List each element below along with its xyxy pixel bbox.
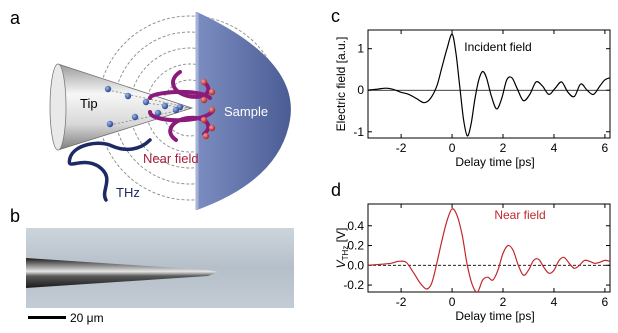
tip-charges — [104, 85, 184, 128]
scale-bar — [28, 316, 66, 319]
panel-a: a — [10, 8, 291, 210]
near-field-label: Near field — [143, 151, 199, 166]
series-line — [368, 208, 610, 292]
y-tick-label: 0.2 — [347, 239, 364, 253]
panel-letter-a: a — [10, 8, 21, 28]
x-tick-label: -2 — [396, 141, 407, 155]
sample-charges — [200, 78, 216, 140]
x-tick-label: 4 — [551, 295, 558, 309]
y-axis-title: VTHz [V] — [334, 228, 350, 269]
x-tick-label: 0 — [449, 141, 456, 155]
x-tick-label: 6 — [602, 141, 609, 155]
series-line — [368, 33, 610, 137]
y-axis-title: Electric field [a.u.] — [334, 37, 348, 132]
plot-frame — [367, 203, 611, 293]
thz-wave — [67, 138, 152, 202]
panel-letter-b: b — [10, 206, 20, 226]
plot-frame — [367, 29, 611, 139]
micrograph-tip — [26, 258, 218, 288]
sample-label: Sample — [224, 104, 268, 119]
y-axis-title-sub: THz — [341, 246, 350, 261]
x-tick-label: 0 — [449, 295, 456, 309]
x-axis-title: Delay time [ps] — [455, 309, 534, 323]
x-tick-label: 6 — [602, 295, 609, 309]
tip-base — [49, 63, 67, 151]
panel-b: b 20 μm — [10, 206, 294, 325]
chart-near-field: -2 0 2 4 6 -0.2 0.0 0.2 0.4 Delay time [ps] VTHz [… — [334, 203, 611, 323]
tip-label: Tip — [80, 96, 98, 111]
x-axis-title: Delay time [ps] — [455, 155, 534, 169]
scale-bar-label: 20 μm — [70, 311, 104, 325]
y-tick-label: 0 — [357, 83, 364, 97]
near-field-loops — [148, 70, 214, 142]
x-tick-label: 2 — [500, 141, 507, 155]
y-axis-title-unit: [V] — [334, 228, 348, 246]
chart-incident-field: -2 0 2 4 6 -1 0 1 Delay time [ps] Electric field … — [334, 29, 611, 169]
sample-surface — [197, 12, 291, 210]
y-tick-label: -1 — [353, 125, 364, 139]
x-tick-label: -2 — [396, 295, 407, 309]
x-tick-label: 4 — [551, 141, 558, 155]
panel-c: c -2 0 2 4 6 -1 0 1 Delay time [ps] Electric fiel… — [331, 6, 611, 169]
panel-letter-c: c — [331, 6, 340, 26]
x-tick-label: 2 — [500, 295, 507, 309]
y-tick-label: -0.2 — [343, 278, 364, 292]
y-tick-label: 1 — [357, 42, 364, 56]
thz-label: THz — [116, 185, 140, 200]
y-tick-label: 0.4 — [347, 219, 364, 233]
legend-text: Incident field — [464, 40, 531, 54]
y-axis-title-symbol: V — [334, 259, 348, 268]
panel-letter-d: d — [331, 180, 341, 200]
legend-text: Near field — [494, 208, 545, 222]
panel-d: d -2 0 2 4 6 -0.2 0.0 0.2 0.4 Delay time [ps] VTHz… — [331, 180, 611, 323]
y-tick-label: 0.0 — [347, 258, 364, 272]
